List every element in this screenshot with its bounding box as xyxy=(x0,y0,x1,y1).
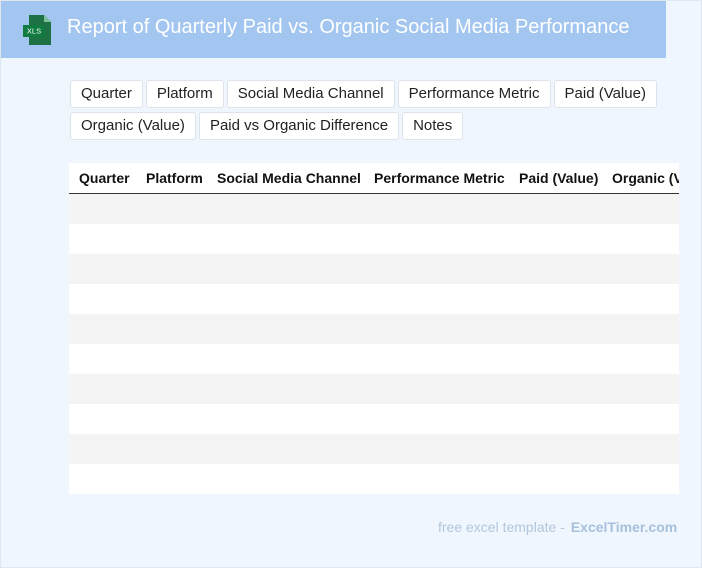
column-header: Paid (Value) xyxy=(519,170,599,186)
row xyxy=(69,464,679,494)
row xyxy=(69,374,679,404)
footer-text: free excel template - xyxy=(438,519,565,535)
table: Quarter Platform Social Media Channel Perfo… xyxy=(69,163,679,494)
column-header: Performance Metric xyxy=(374,170,505,186)
header: XLS Report of Quarterly Paid vs. Organic… xyxy=(1,1,666,58)
column-chip[interactable]: Quarter xyxy=(70,80,143,108)
column-header: Social Media Channel xyxy=(217,170,361,186)
column-header: Platform xyxy=(146,170,203,186)
column-chip[interactable]: Performance Metric xyxy=(397,80,551,108)
column-chip[interactable]: Social Media Channel xyxy=(226,80,395,108)
row xyxy=(69,314,679,344)
footer-link[interactable]: ExcelTimer.com xyxy=(570,519,678,535)
title: Report of Quarterly Paid vs. Organic Soc… xyxy=(67,16,630,38)
column-chip[interactable]: Paid vs Organic Difference xyxy=(198,112,400,140)
row xyxy=(69,284,679,314)
column-chip[interactable]: Notes xyxy=(402,112,464,140)
column-chip[interactable]: Organic (Value) xyxy=(70,112,196,140)
column-header: Organic (Value) xyxy=(612,170,679,186)
row xyxy=(69,434,679,464)
row xyxy=(69,404,679,434)
row xyxy=(69,194,679,224)
row xyxy=(69,254,679,284)
row xyxy=(69,224,679,254)
xls-icon: XLS xyxy=(23,15,51,45)
column-chip[interactable]: Platform xyxy=(145,80,224,108)
column-chip[interactable]: Paid (Value) xyxy=(553,80,657,108)
column-header: Quarter xyxy=(79,170,130,186)
chip-list: Quarter Platform Social Media Channel Perfo… xyxy=(70,80,662,140)
table-header: Quarter Platform Social Media Channel Perfo… xyxy=(69,163,679,194)
footer: free excel template - ExcelTimer.com xyxy=(438,519,677,535)
icon-label: XLS xyxy=(27,27,41,36)
table-body xyxy=(69,194,679,494)
row xyxy=(69,344,679,374)
